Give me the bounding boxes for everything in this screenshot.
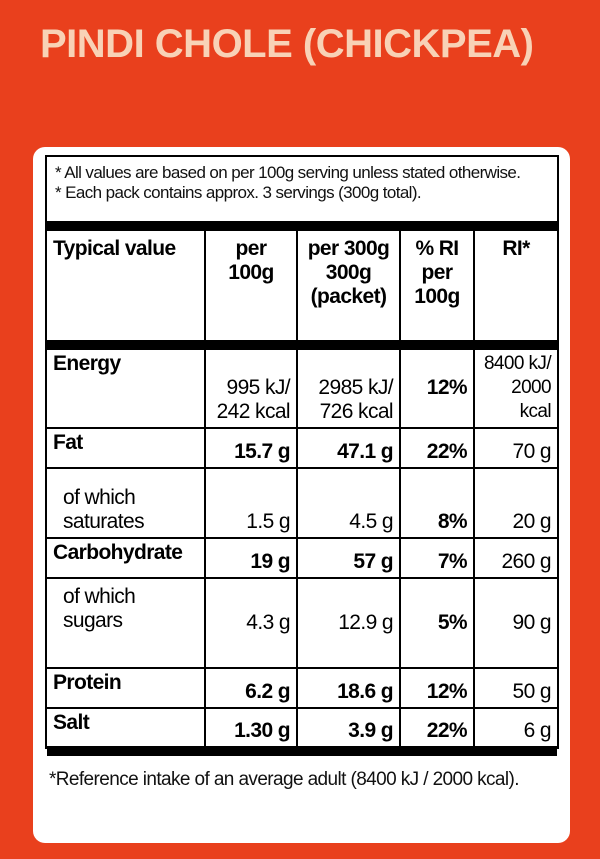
cell: 8% (399, 468, 474, 539)
cell: 3.9 g (296, 708, 400, 756)
header-cell: RI* (473, 226, 557, 350)
cell: 22% (399, 428, 474, 469)
cell: 57 g (296, 538, 400, 579)
cell: 995 kJ/ 242 kcal (204, 345, 297, 429)
cell: 12.9 g (296, 578, 400, 669)
cell: 4.5 g (296, 468, 400, 539)
cell: Energy (47, 345, 205, 429)
cell: Salt (47, 708, 205, 756)
header-cell: per 300g 300g (packet) (296, 226, 400, 350)
cell: 12% (399, 668, 474, 709)
nutrition-table: Typical value per 100g per 300g 300g (pa… (47, 221, 557, 756)
row: of which sugars 4.3 g 12.9 g 5% 90 g (47, 578, 557, 669)
note: * All values are based on per 100g servi… (55, 163, 521, 182)
cell: 90 g (473, 578, 557, 669)
row: of which saturates 1.5 g 4.5 g 8% 20 g (47, 468, 557, 539)
note: * Each pack contains approx. 3 servings … (55, 183, 422, 202)
cell: 4.3 g (204, 578, 297, 669)
cell: 18.6 g (296, 668, 400, 709)
footnote: *Reference intake of an average adult (8… (49, 769, 520, 790)
cell: 8400 kJ/ 2000 kcal (473, 345, 557, 429)
cell: 260 g (473, 538, 557, 579)
cell: 20 g (473, 468, 557, 539)
header-cell: Typical value (47, 226, 205, 350)
cell: 70 g (473, 428, 557, 469)
row: Carbohydrate 19 g 57 g 7% 260 g (47, 538, 557, 579)
header-cell: per 100g (204, 226, 297, 350)
row: Fat 15.7 g 47.1 g 22% 70 g (47, 428, 557, 469)
cell: 22% (399, 708, 474, 756)
row: Protein 6.2 g 18.6 g 12% 50 g (47, 668, 557, 709)
cell: 15.7 g (204, 428, 297, 469)
row: Salt 1.30 g 3.9 g 22% 6 g (47, 708, 557, 756)
title: PINDI CHOLE (CHICKPEA) (40, 22, 534, 66)
label-card: * All values are based on per 100g servi… (33, 147, 570, 843)
cell: 7% (399, 538, 474, 579)
label-box: * All values are based on per 100g servi… (45, 155, 559, 756)
cell: 47.1 g (296, 428, 400, 469)
header-cell: % RI per 100g (399, 226, 474, 350)
cell: of which saturates (47, 468, 205, 539)
cell: 6.2 g (204, 668, 297, 709)
cell: 5% (399, 578, 474, 669)
notes: * All values are based on per 100g servi… (47, 157, 557, 221)
cell: 1.30 g (204, 708, 297, 756)
cell: 12% (399, 345, 474, 429)
cell: 1.5 g (204, 468, 297, 539)
cell: 2985 kJ/ 726 kcal (296, 345, 400, 429)
cell: Protein (47, 668, 205, 709)
cell: Carbohydrate (47, 538, 205, 579)
cell: 19 g (204, 538, 297, 579)
cell: of which sugars (47, 578, 205, 669)
header-row: Typical value per 100g per 300g 300g (pa… (47, 226, 557, 350)
cell: Fat (47, 428, 205, 469)
cell: 6 g (473, 708, 557, 756)
cell: 50 g (473, 668, 557, 709)
row: Energy 995 kJ/ 242 kcal 2985 kJ/ 726 kca… (47, 345, 557, 429)
